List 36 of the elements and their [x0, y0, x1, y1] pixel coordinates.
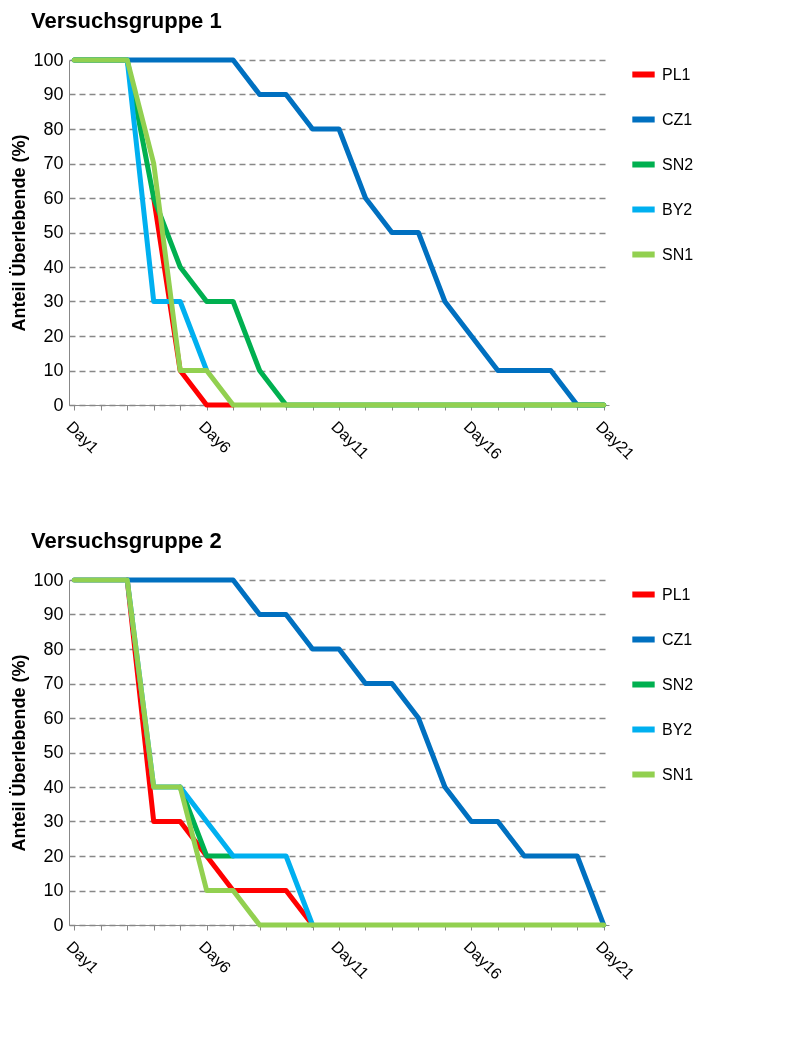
legend-label: SN1: [662, 765, 694, 783]
y-tick-label: 90: [43, 84, 64, 104]
y-tick-label: 10: [43, 880, 64, 900]
y-tick-label: 80: [43, 118, 64, 139]
chart-title: Versuchsgruppe 2: [30, 528, 222, 553]
y-tick-label: 90: [43, 604, 64, 624]
legend-label: SN2: [662, 155, 694, 173]
y-tick-label: 50: [43, 222, 64, 242]
y-tick-label: 30: [43, 291, 64, 311]
y-tick-label: 100: [33, 49, 64, 70]
legend-label: SN1: [662, 245, 694, 263]
legend-label: CZ1: [662, 630, 693, 648]
legend-label: BY2: [662, 200, 693, 218]
y-tick-label: 10: [43, 360, 64, 380]
legend-label: SN2: [662, 675, 694, 693]
y-tick-label: 70: [43, 673, 64, 693]
legend-label: CZ1: [662, 110, 693, 128]
y-tick-label: 80: [43, 638, 64, 659]
y-tick-label: 30: [43, 811, 64, 831]
legend-label: BY2: [662, 720, 693, 738]
y-tick-label: 20: [43, 845, 64, 866]
y-axis-title: Anteil Überlebende (%): [9, 134, 30, 332]
y-tick-label: 40: [43, 776, 64, 797]
y-tick-label: 50: [43, 742, 64, 762]
y-tick-label: 60: [43, 707, 64, 728]
y-tick-label: 0: [53, 394, 64, 415]
y-tick-label: 40: [43, 256, 64, 277]
y-tick-label: 60: [43, 187, 64, 208]
y-tick-label: 0: [53, 914, 64, 935]
y-tick-label: 100: [33, 569, 64, 590]
y-tick-label: 70: [43, 153, 64, 173]
legend-label: PL1: [662, 585, 691, 603]
y-axis-title: Anteil Überlebende (%): [9, 654, 30, 852]
y-tick-label: 20: [43, 325, 64, 346]
legend-label: PL1: [662, 65, 691, 83]
chart-title: Versuchsgruppe 1: [30, 8, 222, 33]
